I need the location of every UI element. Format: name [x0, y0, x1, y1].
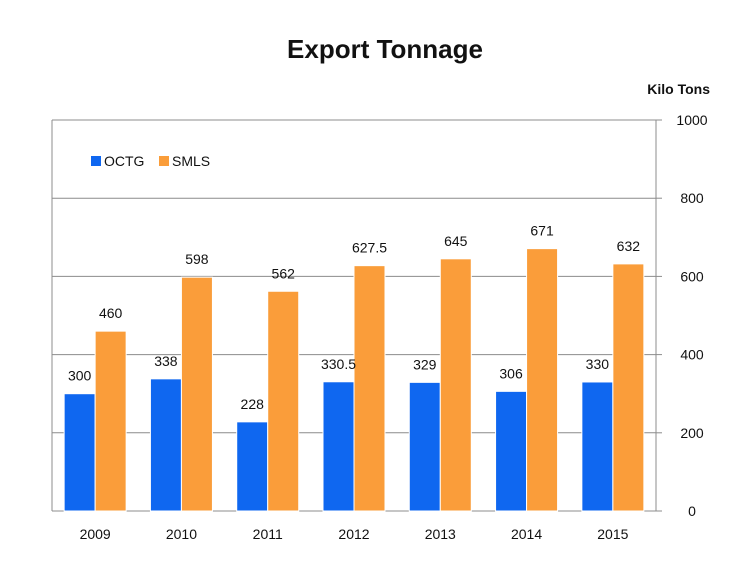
bar-octg-2009	[63, 393, 96, 512]
data-label-smls-2011: 562	[272, 265, 296, 281]
data-label-smls-2014: 671	[530, 223, 554, 239]
y-tick-label: 800	[680, 190, 704, 206]
legend-label-octg: OCTG	[104, 153, 144, 169]
x-axis-ticks: 2009 2010 2011 2012 2013 2014 2015	[80, 526, 629, 542]
x-tick-label: 2011	[253, 526, 283, 542]
data-labels: 300 460 338 598 228 562 330.5 627.5 329 645 306 671…	[68, 223, 640, 412]
data-label-octg-2013: 329	[413, 356, 437, 372]
data-label-octg-2012: 330.5	[321, 356, 356, 372]
bar-octg-2015	[581, 381, 614, 512]
data-label-octg-2009: 300	[68, 368, 92, 384]
bar-smls-2012	[353, 265, 386, 512]
x-tick-label: 2014	[511, 526, 542, 542]
bar-smls-2013	[439, 258, 472, 512]
data-label-smls-2010: 598	[185, 251, 209, 267]
bar-series	[63, 248, 645, 512]
x-tick-label: 2010	[166, 526, 197, 542]
bar-smls-2015	[612, 263, 645, 512]
y-tick-label: 0	[688, 503, 696, 519]
bar-octg-2011	[236, 421, 269, 512]
legend-swatch-octg	[91, 156, 101, 166]
data-label-octg-2011: 228	[241, 396, 265, 412]
data-label-smls-2013: 645	[444, 233, 468, 249]
x-tick-label: 2012	[338, 526, 369, 542]
y-axis-ticks: 0 200 400 600 800 1000	[656, 112, 708, 519]
x-tick-label: 2015	[597, 526, 628, 542]
y-tick-label: 200	[680, 425, 704, 441]
data-label-smls-2012: 627.5	[352, 240, 387, 256]
bar-octg-2012	[322, 381, 355, 512]
bar-octg-2013	[408, 381, 441, 512]
bar-smls-2011	[267, 290, 300, 512]
bar-octg-2010	[149, 378, 182, 512]
bar-smls-2009	[94, 330, 127, 512]
data-label-smls-2015: 632	[617, 238, 641, 254]
y-tick-label: 1000	[676, 112, 707, 128]
x-tick-label: 2009	[80, 526, 111, 542]
bar-octg-2014	[495, 390, 528, 512]
chart-title: Export Tonnage	[287, 34, 483, 64]
data-label-octg-2014: 306	[499, 365, 523, 381]
y-axis-unit-label: Kilo Tons	[647, 81, 710, 97]
bar-smls-2014	[526, 248, 559, 512]
legend: OCTG SMLS	[91, 153, 210, 169]
data-label-smls-2009: 460	[99, 305, 123, 321]
data-label-octg-2015: 330	[586, 356, 610, 372]
legend-label-smls: SMLS	[172, 153, 210, 169]
legend-swatch-smls	[159, 156, 169, 166]
data-label-octg-2010: 338	[154, 353, 178, 369]
x-tick-label: 2013	[425, 526, 456, 542]
bar-smls-2010	[180, 276, 213, 512]
y-tick-label: 400	[680, 347, 704, 363]
y-tick-label: 600	[680, 268, 704, 284]
